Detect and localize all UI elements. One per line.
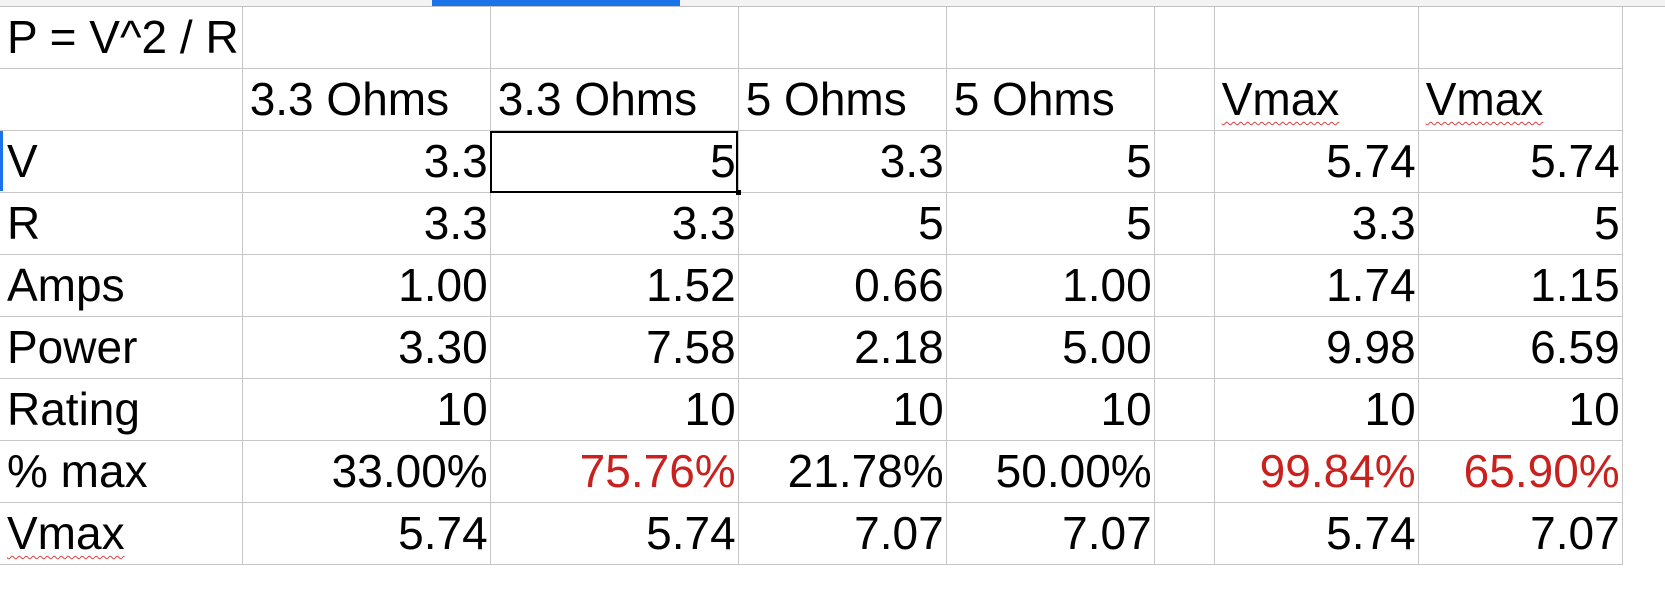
data-cell[interactable]: 10 [1418,378,1623,441]
data-cell[interactable] [1154,502,1215,565]
data-cell[interactable]: 3.3 [1214,192,1419,255]
column-header-cell[interactable]: Vmax [1214,68,1419,131]
data-cell[interactable]: 1.15 [1418,254,1623,317]
data-cell[interactable]: 5.74 [1418,130,1623,193]
sheet-row-amps: Amps 1.00 1.52 0.66 1.00 1.74 1.15 [0,254,1623,317]
sheet-row-r: R 3.3 3.3 5 5 3.3 5 [0,192,1623,255]
sheet-row-2: 3.3 Ohms 3.3 Ohms 5 Ohms 5 Ohms Vmax Vma… [0,68,1623,131]
column-header-cell[interactable]: 5 Ohms [946,68,1155,131]
cell-table: P = V^2 / R 3.3 Ohms 3.3 Ohms 5 Ohms 5 O… [0,7,1623,565]
data-cell-warning[interactable]: 75.76% [490,440,739,503]
data-cell[interactable] [1154,378,1215,441]
data-cell[interactable]: 10 [738,378,947,441]
data-cell[interactable]: 3.3 [242,130,491,193]
vmax-header-text: Vmax [1425,73,1544,125]
data-cell[interactable]: 5.74 [242,502,491,565]
column-header-cell[interactable]: 3.3 Ohms [242,68,491,131]
vmax-row-label: Vmax [7,507,125,559]
data-cell[interactable]: 10 [1214,378,1419,441]
data-cell[interactable]: 5 [738,192,947,255]
cell-g1[interactable] [1214,7,1419,69]
data-cell[interactable]: 7.07 [1418,502,1623,565]
data-cell[interactable]: 50.00% [946,440,1155,503]
sheet-row-rating: Rating 10 10 10 10 10 10 [0,378,1623,441]
cell-f1[interactable] [1154,7,1215,69]
data-cell[interactable] [1154,130,1215,193]
cell-h1[interactable] [1418,7,1623,69]
data-cell[interactable]: 5.74 [490,502,739,565]
data-cell[interactable]: 5 [1418,192,1623,255]
data-cell-warning[interactable]: 99.84% [1214,440,1419,503]
data-cell[interactable] [1154,254,1215,317]
sheet-row-1: P = V^2 / R [0,7,1623,69]
data-cell-warning[interactable]: 65.90% [1418,440,1623,503]
data-cell[interactable]: 7.07 [946,502,1155,565]
row-label-cell[interactable]: Amps [0,254,243,317]
data-cell[interactable]: 5.00 [946,316,1155,379]
data-cell[interactable]: 3.3 [490,192,739,255]
data-cell[interactable]: 3.30 [242,316,491,379]
data-cell[interactable]: 1.74 [1214,254,1419,317]
sheet-row-vmax: Vmax 5.74 5.74 7.07 7.07 5.74 7.07 [0,502,1623,565]
row-label-cell[interactable]: Power [0,316,243,379]
data-cell[interactable]: 3.3 [242,192,491,255]
data-cell[interactable]: 0.66 [738,254,947,317]
data-cell[interactable]: 33.00% [242,440,491,503]
title-cell-text: P = V^2 / R [7,11,239,63]
cell-b1[interactable] [242,7,491,69]
data-cell[interactable]: 10 [242,378,491,441]
data-cell[interactable]: 10 [946,378,1155,441]
data-cell[interactable]: 7.07 [738,502,947,565]
data-cell[interactable] [1154,440,1215,503]
cell-c1[interactable] [490,7,739,69]
data-cell[interactable]: 5 [946,130,1155,193]
data-cell[interactable]: 10 [490,378,739,441]
data-cell[interactable]: 21.78% [738,440,947,503]
sheet-row-percent-max: % max 33.00% 75.76% 21.78% 50.00% 99.84%… [0,440,1623,503]
column-header-strip[interactable] [0,0,1665,7]
row-label-cell[interactable]: V [0,130,243,193]
column-header-cell[interactable] [1154,68,1215,131]
column-header-cell[interactable]: 5 Ohms [738,68,947,131]
data-cell[interactable]: 1.00 [242,254,491,317]
data-cell[interactable] [1154,192,1215,255]
active-column-header[interactable] [432,0,680,6]
selected-data-cell[interactable]: 5 [490,130,741,195]
cell-e1[interactable] [946,7,1155,69]
data-cell[interactable]: 6.59 [1418,316,1623,379]
vmax-header-text: Vmax [1221,73,1340,125]
column-header-cell[interactable]: 3.3 Ohms [490,68,739,131]
data-cell[interactable]: 1.00 [946,254,1155,317]
data-cell[interactable]: 5.74 [1214,502,1419,565]
cell-d1[interactable] [738,7,947,69]
cell-a1[interactable]: P = V^2 / R [0,7,243,69]
data-cell[interactable]: 5 [946,192,1155,255]
data-cell[interactable]: 9.98 [1214,316,1419,379]
row-label-cell[interactable]: Vmax [0,502,243,565]
row-label-cell[interactable]: R [0,192,243,255]
sheet-row-v: V 3.3 5 3.3 5 5.74 5.74 [0,130,1623,195]
data-cell[interactable] [1154,316,1215,379]
row-label-cell[interactable]: Rating [0,378,243,441]
data-cell[interactable]: 1.52 [490,254,739,317]
data-cell[interactable]: 7.58 [490,316,739,379]
data-cell[interactable]: 5.74 [1214,130,1419,193]
data-cell[interactable]: 2.18 [738,316,947,379]
column-header-cell[interactable]: Vmax [1418,68,1623,131]
cell-a2[interactable] [0,68,243,131]
sheet-row-power: Power 3.30 7.58 2.18 5.00 9.98 6.59 [0,316,1623,379]
data-cell[interactable]: 3.3 [738,130,947,193]
row-label-cell[interactable]: % max [0,440,243,503]
